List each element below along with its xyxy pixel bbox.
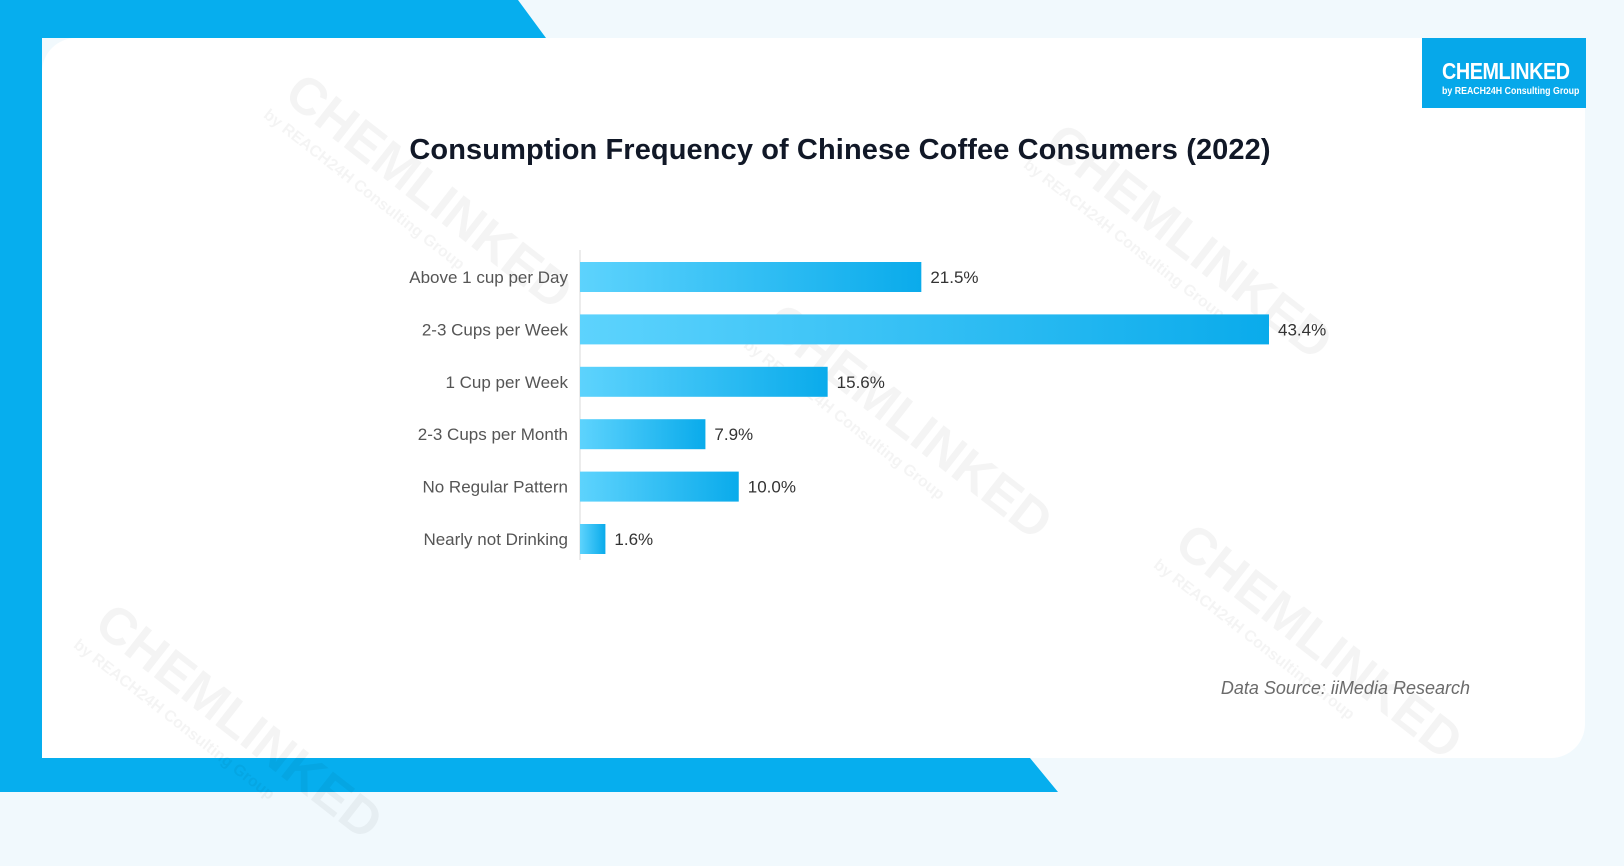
- category-label: Nearly not Drinking: [423, 530, 568, 549]
- category-label: 1 Cup per Week: [445, 373, 568, 392]
- data-label: 21.5%: [930, 268, 978, 287]
- logo-subtext: by REACH24H Consulting Group: [1442, 86, 1580, 97]
- category-label: 2-3 Cups per Month: [418, 425, 568, 444]
- bar: [580, 471, 739, 502]
- chart-title: Consumption Frequency of Chinese Coffee …: [409, 134, 1271, 166]
- data-label: 43.4%: [1278, 320, 1326, 339]
- data-label: 10.0%: [748, 478, 796, 497]
- bar: [580, 262, 922, 292]
- bar: [580, 419, 706, 450]
- bar-chart: Above 1 cup per Day 21.5% 2-3 Cups per Wee…: [409, 250, 1326, 560]
- data-label: 15.6%: [837, 373, 885, 392]
- chart-card: [42, 38, 1585, 758]
- category-label: 2-3 Cups per Week: [422, 320, 569, 339]
- bar: [580, 524, 606, 554]
- data-label: 1.6%: [614, 530, 653, 549]
- data-source: Data Source: iiMedia Research: [1220, 678, 1470, 698]
- bar: [580, 366, 828, 397]
- category-label: No Regular Pattern: [422, 478, 568, 497]
- bar: [580, 314, 1269, 345]
- category-label: Above 1 cup per Day: [409, 268, 568, 287]
- brand-logo: CHEMLINKED by REACH24H Consulting Group: [1422, 38, 1586, 108]
- logo-text: CHEMLINKED: [1442, 58, 1570, 84]
- data-label: 7.9%: [714, 425, 753, 444]
